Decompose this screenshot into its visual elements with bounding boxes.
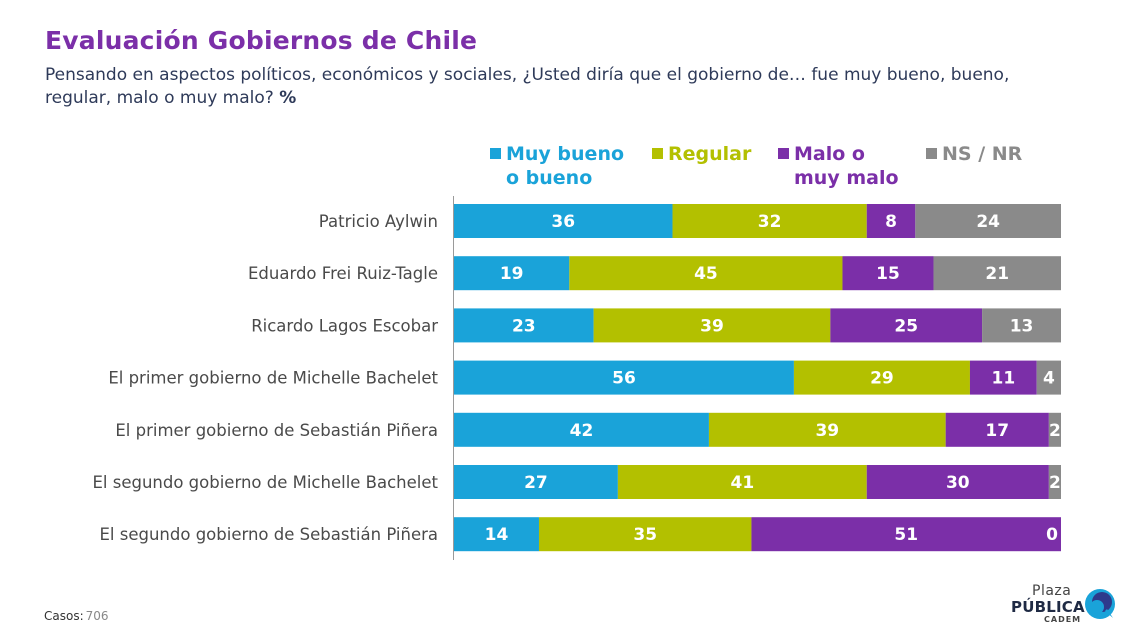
bar-segment [454,256,570,291]
category-label: Eduardo Frei Ruiz-Tagle [248,264,438,283]
bar-segment [793,360,970,395]
data-label: 19 [500,264,524,284]
bar-segment [751,517,1061,552]
data-label: 0 [1046,525,1058,545]
subtitle-question: Pensando en aspectos políticos, económic… [45,65,1010,108]
bar-segment [454,517,539,552]
bar-segment [538,517,752,552]
legend-swatch [652,148,663,159]
category-label: El primer gobierno de Michelle Bachelet [108,369,438,388]
bar-segment [915,204,1061,238]
data-label: 51 [894,525,918,545]
data-label: 13 [1010,316,1034,336]
bar-segment [830,308,983,343]
chart-subtitle: Pensando en aspectos políticos, económic… [45,64,1055,110]
legend-swatch [778,148,789,159]
chart-title: Evaluación Gobiernos de Chile [45,26,478,55]
cases-label: Casos: [44,609,84,623]
bar-segment [982,308,1061,343]
bar-segment [617,465,867,499]
data-label: 35 [633,525,657,545]
bar-segment [1048,412,1061,447]
data-label: 17 [985,421,1009,441]
data-label: 2 [1049,421,1061,441]
data-label: 45 [694,264,718,284]
bar-segment [933,256,1061,291]
bar-segment [969,360,1037,395]
category-label: El primer gobierno de Sebastián Piñera [115,421,438,440]
subtitle-unit: % [279,88,297,108]
data-label: 2 [1049,473,1061,493]
bar-segment [842,256,934,291]
bar-segment [945,412,1049,447]
data-label: 15 [876,264,900,284]
legend-label: Malo o muy malo [794,143,899,189]
data-label: 27 [524,473,548,493]
bar-segment [708,412,946,447]
data-label: 39 [815,421,839,441]
data-label: 42 [570,421,594,441]
data-label: 24 [976,212,1000,232]
data-label: 36 [551,212,575,232]
logo-text-publica: PÚBLICA [1011,598,1085,616]
data-label: 23 [512,316,536,336]
data-label: 41 [730,473,754,493]
bar-segment [454,412,709,447]
legend-label: NS / NR [942,143,1023,165]
legend-swatch [926,148,937,159]
bar-segment [454,465,618,499]
category-label: Patricio Aylwin [319,212,438,231]
speech-bubble-logo-icon [1085,589,1115,619]
logo-text-plaza: Plaza [1032,583,1072,599]
plaza-publica-cadem-logo: Plaza PÚBLICA CADEM [1008,583,1120,627]
data-label: 11 [991,369,1015,389]
bar-segment [593,308,831,343]
data-label: 14 [485,525,509,545]
footer-cases: Casos: 706 [44,609,109,623]
data-label: 56 [612,369,636,389]
legend-label: Regular [668,143,752,165]
data-label: 30 [946,473,970,493]
data-label: 25 [894,316,918,336]
bar-segment [569,256,843,291]
category-label: El segundo gobierno de Michelle Bachelet [92,473,438,492]
bar-segment [1036,360,1061,395]
bar-segment [672,204,867,238]
cases-value: 706 [85,609,109,623]
logo-text-cadem: CADEM [1044,615,1082,624]
data-label: 8 [885,212,897,232]
data-label: 21 [985,264,1009,284]
legend-swatch [490,148,501,159]
bar-segment [866,465,1049,499]
bar-segment [866,204,916,238]
data-label: 32 [758,212,782,232]
bar-segment [454,308,594,343]
category-label: Ricardo Lagos Escobar [251,316,438,335]
data-label: 4 [1043,369,1055,389]
category-label: El segundo gobierno de Sebastián Piñera [100,525,439,544]
legend-label: Muy bueno o bueno [506,143,625,189]
bar-segment [1048,465,1061,499]
data-label: 39 [700,316,724,336]
bar-segment [454,360,794,395]
bar-segment [454,204,673,238]
data-label: 29 [870,369,894,389]
